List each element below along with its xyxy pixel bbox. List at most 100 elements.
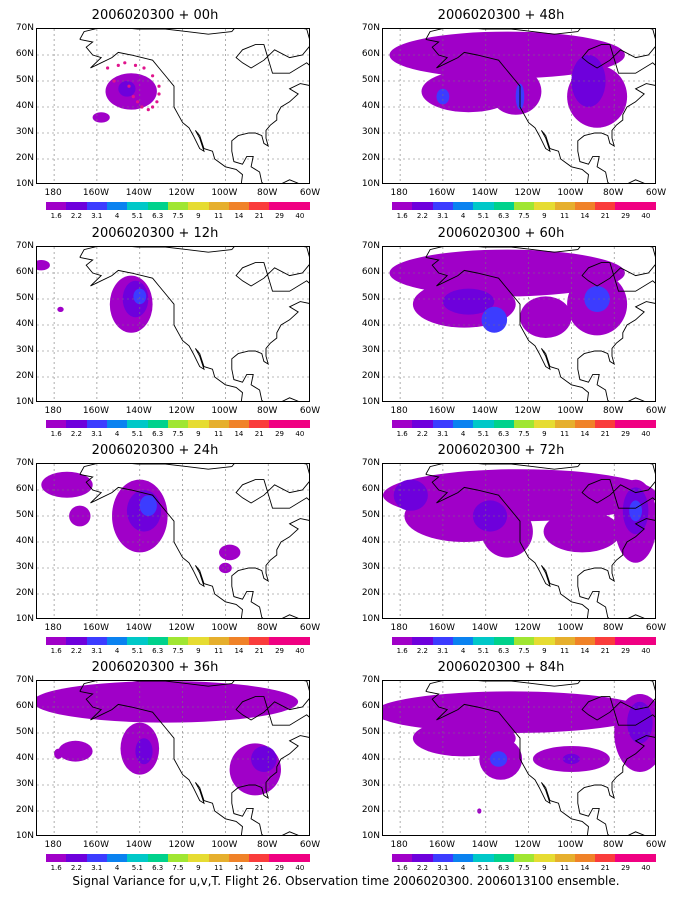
colorbar-swatch <box>473 202 494 210</box>
colorbar-swatch <box>412 202 433 210</box>
colorbar-swatch <box>228 420 250 428</box>
flight-track-dot <box>155 100 159 104</box>
variance-contour <box>543 510 621 553</box>
lat-label: 50N <box>361 75 380 85</box>
colorbar-level-label: 2.2 <box>416 864 429 872</box>
colorbar-level-label: 1.6 <box>50 212 62 220</box>
colorbar-level-label: 3.1 <box>91 864 103 872</box>
colorbar-level-label: 11 <box>214 212 224 220</box>
figure-caption: Signal Variance for u,v,T. Flight 26. Ob… <box>72 874 620 888</box>
colorbar-level-label: 3.1 <box>437 864 449 872</box>
colorbar-swatch <box>66 637 87 645</box>
panel-title: 2006020300 + 24h <box>91 443 219 458</box>
lat-label: 30N <box>361 127 380 137</box>
lat-label: 70N <box>361 23 380 33</box>
lat-label: 70N <box>15 23 34 33</box>
colorbar-swatch <box>635 202 657 210</box>
lat-label: 70N <box>15 241 34 251</box>
colorbar-swatch <box>127 637 148 645</box>
flight-track-dot <box>151 105 155 109</box>
lon-label: 180 <box>390 406 408 416</box>
lon-label: 100W <box>211 840 238 850</box>
colorbar-level-label: 40 <box>295 212 305 220</box>
colorbar-level-label: 3.1 <box>437 430 449 438</box>
variance-contour <box>389 31 625 79</box>
map-svg <box>383 464 655 618</box>
map-svg <box>383 681 655 835</box>
lat-label: 50N <box>15 293 34 303</box>
colorbar-level-label: 7.5 <box>172 212 184 220</box>
colorbar-level-label: 14 <box>234 212 244 220</box>
colorbar-level-label: 6.3 <box>152 212 164 220</box>
lat-label: 40N <box>361 101 380 111</box>
colorbar-level-label: 14 <box>580 430 590 438</box>
lat-label: 30N <box>361 345 380 355</box>
coastline <box>79 464 309 618</box>
colorbar-level-label: 21 <box>600 212 610 220</box>
lat-label: 50N <box>15 75 34 85</box>
lon-label: 180 <box>44 840 62 850</box>
colorbar-level-label: 5.1 <box>131 430 143 438</box>
colorbar-swatch <box>208 637 229 645</box>
panel-title: 2006020300 + 36h <box>91 660 219 675</box>
lon-label: 120W <box>168 188 195 198</box>
map-area <box>36 246 310 402</box>
colorbar-swatch <box>188 202 209 210</box>
lat-label: 70N <box>361 458 380 468</box>
colorbar-swatch <box>249 202 270 210</box>
colorbar-level-label: 14 <box>580 864 590 872</box>
colorbar-level-label: 7.5 <box>172 430 184 438</box>
lon-label: 80W <box>603 840 624 850</box>
lon-label: 160W <box>428 188 455 198</box>
colorbar-labels: 1.6 2.2 3.1 4 5.1 6.3 7.5 9 11 14 21 29 40 <box>392 212 656 220</box>
colorbar-level-label: 6.3 <box>152 430 164 438</box>
variance-contour <box>58 740 93 762</box>
lat-label: 10N <box>15 831 34 841</box>
map-svg <box>383 247 655 401</box>
flight-track-dot <box>133 63 138 67</box>
flight-track-dot <box>136 100 140 104</box>
colorbar-level-label: 9 <box>196 212 201 220</box>
colorbar-level-label: 14 <box>580 647 590 655</box>
lat-label: 60N <box>15 484 34 494</box>
lat-label: 30N <box>15 127 34 137</box>
colorbar-level-label: 7.5 <box>518 864 530 872</box>
lon-label: 140W <box>471 188 498 198</box>
colorbar-level-label: 2.2 <box>416 212 429 220</box>
lat-label: 60N <box>361 49 380 59</box>
panel-title: 2006020300 + 84h <box>437 660 565 675</box>
colorbar-level-label: 11 <box>560 212 570 220</box>
colorbar-swatch <box>554 637 575 645</box>
colorbar-level-label: 40 <box>641 430 651 438</box>
coastline <box>79 29 309 183</box>
variance-contour <box>57 306 64 312</box>
colorbar-level-label: 1.6 <box>50 647 62 655</box>
colorbar-swatch <box>412 420 433 428</box>
colorbar-level-label: 14 <box>234 864 244 872</box>
colorbar-level-label: 2.2 <box>70 864 83 872</box>
colorbar-swatch <box>147 420 168 428</box>
lon-label: 140W <box>471 623 498 633</box>
colorbar-swatch <box>392 854 413 862</box>
lon-label: 180 <box>390 188 408 198</box>
lat-label: 20N <box>361 153 380 163</box>
colorbar-swatch <box>452 202 474 210</box>
lat-label: 70N <box>15 675 34 685</box>
lat-label: 60N <box>361 484 380 494</box>
colorbar-swatch <box>615 202 636 210</box>
colorbar-swatch <box>289 854 311 862</box>
flight-track-dot <box>116 63 120 67</box>
colorbar-level-label: 40 <box>295 647 305 655</box>
colorbar-swatch <box>106 202 128 210</box>
colorbar-swatch <box>106 420 128 428</box>
colorbar-swatch <box>595 854 616 862</box>
lat-label: 10N <box>361 397 380 407</box>
lon-label: 60W <box>299 623 321 633</box>
colorbar-swatch <box>635 637 657 645</box>
colorbar-level-label: 21 <box>254 864 264 872</box>
colorbar-level-label: 21 <box>600 647 610 655</box>
map-panel: 2006020300 + 84h 70N 60N 50N 40N 30N 20N 10N 180… <box>346 660 666 872</box>
colorbar-swatch <box>167 202 189 210</box>
colorbar-level-label: 9 <box>196 647 201 655</box>
lat-label: 20N <box>361 588 380 598</box>
